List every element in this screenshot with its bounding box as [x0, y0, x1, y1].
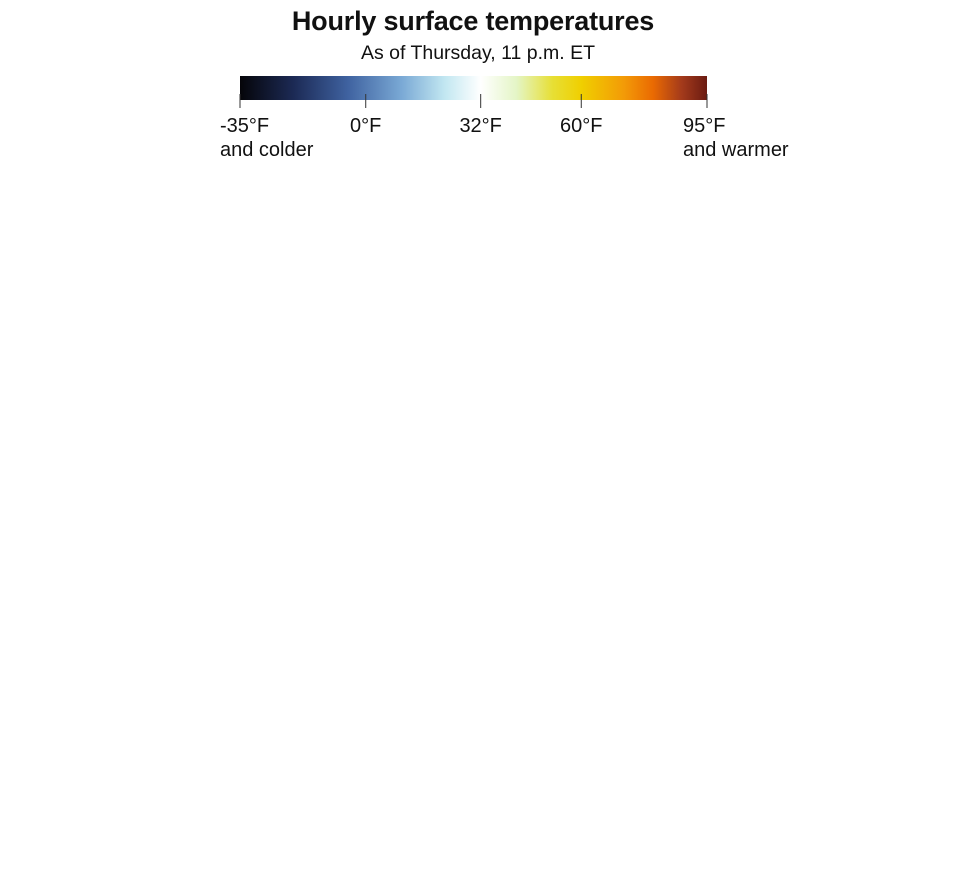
legend-tick-label: 60°F	[560, 115, 602, 137]
chart-title: Hourly surface temperatures	[291, 6, 655, 36]
legend-tick-sublabel: and warmer	[683, 139, 789, 161]
legend-tick-label: 0°F	[350, 115, 381, 137]
legend-tick-label: 95°F	[683, 115, 725, 137]
legend-tick-label: 32°F	[459, 115, 501, 137]
chart-subtitle: As of Thursday, 11 p.m. ET	[360, 42, 596, 64]
legend-tick-sublabel: and colder	[220, 139, 314, 161]
legend-tick-label: -35°F	[220, 115, 269, 137]
map-area	[0, 170, 963, 880]
legend-gradient-bar	[240, 76, 707, 100]
